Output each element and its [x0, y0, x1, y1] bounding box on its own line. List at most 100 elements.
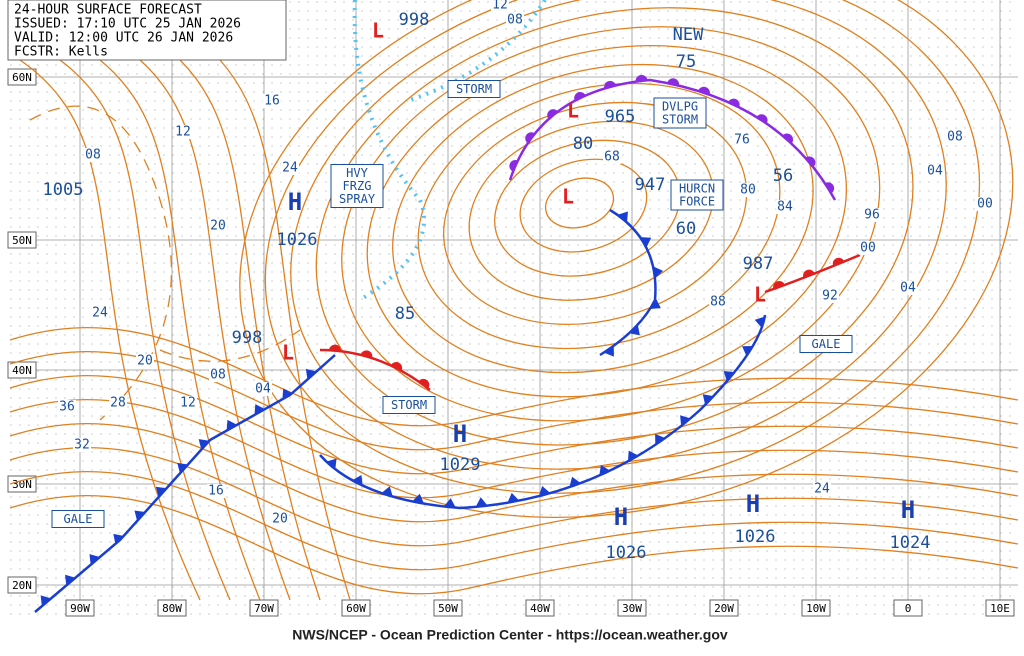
header-box — [7, 0, 287, 61]
low-center: L — [567, 99, 579, 123]
isobar-label: 12 — [175, 125, 191, 140]
pressure-label: 56 — [773, 166, 793, 186]
front-symbol — [635, 74, 648, 82]
high-center: H — [901, 496, 915, 524]
isobar-label: 80 — [740, 183, 756, 198]
isobar — [219, 59, 351, 601]
lon-label-box — [801, 599, 831, 617]
front-symbol — [538, 486, 551, 497]
lat-label-box — [7, 68, 37, 86]
pressure-label: 987 — [743, 254, 774, 274]
isobar — [366, 44, 847, 398]
pressure-label: 998 — [232, 328, 263, 348]
isobar-label: 28 — [110, 396, 126, 411]
pressure-label: 1026 — [606, 543, 647, 563]
lon-label-box — [249, 599, 279, 617]
lon-label-box — [709, 599, 739, 617]
front-symbol — [569, 476, 581, 488]
isobar — [139, 59, 291, 601]
lon-label-box — [341, 599, 371, 617]
lon-label: 40W — [530, 602, 550, 615]
isobar-label-bg — [976, 197, 994, 211]
front-symbol — [653, 266, 664, 279]
isobar-label: 16 — [208, 484, 224, 499]
warning-box — [330, 164, 384, 208]
front-symbol — [698, 86, 710, 95]
low-center: L — [282, 341, 294, 365]
front-symbol — [305, 368, 317, 380]
front-symbol — [754, 316, 766, 329]
isobar-label-bg — [776, 200, 794, 214]
lon-label: 0 — [905, 602, 912, 615]
front-symbol — [667, 78, 680, 86]
front-symbol — [390, 362, 403, 371]
front-symbol — [40, 595, 52, 607]
lat-label: 40N — [12, 364, 32, 377]
lon-label: 50W — [438, 602, 458, 615]
front-symbol — [226, 419, 238, 431]
warning-box — [653, 97, 707, 129]
isobar-label-bg — [209, 368, 227, 382]
isobar-label: 88 — [710, 295, 726, 310]
isobar — [417, 82, 781, 350]
isobar-label-bg — [709, 295, 727, 309]
isobar-label: 76 — [734, 133, 750, 148]
isobar-label-bg — [109, 396, 127, 410]
front-symbol — [773, 280, 785, 290]
isobar-label-bg — [926, 164, 944, 178]
isobar-label-bg — [84, 148, 102, 162]
warning-box — [799, 335, 853, 353]
footer: NWS/NCEP - Ocean Prediction Center - htt… — [292, 627, 728, 643]
isobar — [519, 158, 648, 253]
front-symbol — [599, 464, 611, 476]
front-symbol — [412, 493, 425, 504]
front-symbol — [254, 404, 265, 415]
pressure-label: 1024 — [890, 533, 931, 553]
pressure-label: 85 — [395, 304, 415, 324]
lon-label-box — [985, 599, 1015, 617]
header-forecaster: FCSTR: Kells — [14, 45, 108, 60]
front-symbol — [728, 98, 740, 108]
lon-label: 20W — [714, 602, 734, 615]
isobar — [29, 105, 173, 421]
front-symbol — [177, 462, 188, 474]
pressure-label: 80 — [573, 134, 593, 154]
front-symbol — [640, 237, 652, 248]
front-symbol — [282, 388, 293, 400]
high-center: H — [746, 490, 760, 518]
isobar — [9, 471, 1019, 571]
header-valid: VALID: 12:00 UTC 26 JAN 2026 — [14, 31, 233, 46]
front-symbol — [723, 370, 735, 382]
isobar — [9, 495, 1019, 595]
lon-label: 30W — [622, 602, 642, 615]
isobar-label: 00 — [977, 197, 993, 212]
isobar-label: 32 — [74, 438, 90, 453]
isobar-label: 92 — [822, 289, 838, 304]
warning-box — [447, 80, 501, 98]
lat-label: 20N — [12, 579, 32, 592]
warning-text: FORCE — [679, 195, 715, 209]
isobar-label-bg — [91, 306, 109, 320]
isobar-label-bg — [207, 484, 225, 498]
lon-label: 10E — [990, 602, 1010, 615]
fronts — [34, 0, 861, 613]
graticule: 90W 80W 70W 60W 50W 40W 30W 20W 10W 0 10E 60N 50N 40N… — [7, 0, 1018, 617]
warning-text: GALE — [64, 512, 93, 526]
isobar — [341, 26, 881, 422]
high-center: H — [453, 420, 467, 448]
isobar-label-bg — [603, 150, 621, 164]
front-symbol — [525, 132, 535, 144]
front-symbol — [360, 350, 373, 359]
lon-label-box — [525, 599, 555, 617]
front-symbol — [574, 92, 586, 101]
front-symbol — [65, 574, 76, 586]
lon-label-box — [65, 599, 95, 617]
isobars — [9, 0, 1019, 601]
front-symbol — [680, 415, 691, 427]
pressure-label: 1026 — [735, 527, 776, 547]
isobar — [9, 423, 1019, 523]
front-symbol — [352, 474, 363, 486]
isobar — [19, 59, 201, 601]
pressure-label: NEW — [673, 25, 704, 45]
warning-text: HURCN — [679, 182, 715, 196]
